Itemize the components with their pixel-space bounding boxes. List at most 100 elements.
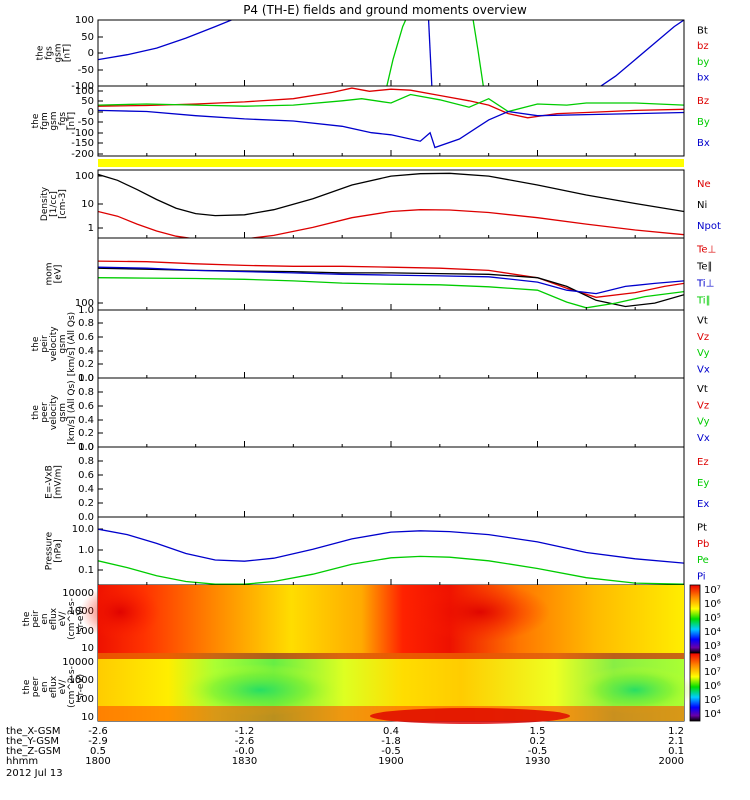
panel-6-frame <box>97 377 685 448</box>
panel-3: Density [1/cc] [cm-3] 100 10 1 Ne Ni Npot <box>40 169 721 239</box>
legend-entry-Vz: Vz <box>697 332 709 343</box>
ephemeris-value: -0.5 <box>528 746 548 757</box>
panel-5-ylabel-line: velocity <box>49 326 59 362</box>
panel-10-ytick-label: 1000 <box>69 675 94 686</box>
colorbar-1-label: 10³ <box>704 641 721 652</box>
series-Te∥-line <box>98 267 684 308</box>
panel-10-ylabel-line: peer <box>31 676 41 697</box>
legend-entry-Vx: Vx <box>697 433 710 444</box>
series-Ti⊥-line <box>98 266 684 295</box>
legend-entry-bx: bx <box>697 73 709 84</box>
panel-5-ylabel-line: gsm <box>58 334 68 353</box>
panel-6-ytick-label: 0.8 <box>78 387 94 398</box>
panel-6-ylabel-line: the <box>31 405 41 420</box>
panel-2-ytick-label: 0 <box>88 107 94 118</box>
legend-entry-Bt: Bt <box>697 25 708 36</box>
legend-entry-Vt: Vt <box>697 384 708 395</box>
colorbar-1-label: 10⁴ <box>704 627 721 638</box>
legend-entry-Bx: Bx <box>697 138 710 149</box>
panel-5-ytick-label: 0.0 <box>78 373 94 384</box>
series-Ti∥-line <box>98 277 684 309</box>
panel-2-ytick-label: -100 <box>71 128 94 139</box>
panel-5-ylabel-line: the <box>31 336 41 351</box>
panel-6-ytick-label: 1.0 <box>78 373 94 384</box>
panel-3-ylabel-line: [cm-3] <box>58 189 68 219</box>
ephemeris-value: 1930 <box>525 756 550 767</box>
panel-8-ylabel-line: Pressure <box>45 531 55 570</box>
panel-6-ylabel-line: gsm <box>58 403 68 422</box>
panel-4-frame <box>97 237 685 311</box>
ephemeris-value: 2.1 <box>668 736 684 747</box>
panel-4-series-group <box>98 260 684 309</box>
colorbar-1-label: 10⁵ <box>704 613 721 624</box>
colorbar-1: 10⁷ 10⁶ 10⁵ 10⁴ 10³ <box>689 584 721 654</box>
ephemeris-value: 1830 <box>232 756 257 767</box>
series-Bx-line <box>98 109 684 149</box>
panel-1-frame <box>97 19 685 87</box>
legend-entry-Vz: Vz <box>697 400 709 411</box>
legend-entry-By: By <box>697 117 710 128</box>
panel-8-ylabel-line: [nPa] <box>54 539 64 562</box>
legend-entry-bz: bz <box>697 41 709 52</box>
legend-entry-Ex: Ex <box>697 499 709 510</box>
panel-1-ylabel-line: the <box>36 45 46 60</box>
panel-2-ylabel-line: _fgs <box>58 112 68 131</box>
panel-9-ylabel-line: eflux <box>49 607 59 630</box>
colorbar-1-label: 10⁶ <box>704 599 721 610</box>
panel-5-ytick-label: 0.4 <box>78 346 94 357</box>
panel-1: the fgs gsm [nT] 100 50 0 -50 -100 Bt bz by bx <box>36 15 710 92</box>
panel-7-ytick-label: 0.8 <box>78 456 94 467</box>
legend-entry-Vx: Vx <box>697 364 710 375</box>
series-by-line <box>472 20 484 86</box>
ephemeris-label: the_X-GSM <box>6 726 60 737</box>
legend-entry-Vt: Vt <box>697 316 708 327</box>
ephemeris-label: the_Z-GSM <box>6 746 61 757</box>
panel-2-ytick-label: 100 <box>75 86 94 97</box>
panel-2-ytick-label: -200 <box>71 149 94 160</box>
colorbar-1-scale <box>689 584 701 654</box>
panel-2-ytick-label: -50 <box>78 117 94 128</box>
panel-10-ytick-label: 10 <box>81 712 94 723</box>
series-Ne-line <box>98 209 684 238</box>
panel-10-ytick-label: 10000 <box>62 657 94 668</box>
panel-6-ytick-label: 0.4 <box>78 415 94 426</box>
panel-5-ylabel-line: peir <box>40 335 50 353</box>
panel-8-ytick-label: 1.0 <box>78 545 94 556</box>
panel-4-ylabel-line: mom <box>45 262 55 285</box>
panel-6-ylabel-line: [km/s] (All Qs) <box>67 380 77 444</box>
panel-7-ylabel-line: E=-VxB <box>45 465 55 499</box>
panel-2-ylabel-line: gsm <box>49 111 59 130</box>
legend-entry-Ne: Ne <box>697 179 711 190</box>
legend-entry-Vy: Vy <box>697 348 710 359</box>
panel-1-ytick-label: 100 <box>75 15 94 26</box>
ephemeris-value: 1.5 <box>530 726 546 737</box>
panel-2-ytick-label: -150 <box>71 138 94 149</box>
colorbar-2-scale <box>689 652 701 722</box>
panel-1-ylabel-line: gsm <box>54 43 64 62</box>
legend-entry-Vy: Vy <box>697 417 710 428</box>
panel-9-ylabel-line: sr-eV) <box>76 606 86 632</box>
panel-10-ylabel-line: the <box>22 679 32 694</box>
panel-10-ylabel-line: (cm^2-s- <box>67 666 77 708</box>
ephemeris-value: -0.0 <box>235 746 255 757</box>
colorbar-2-label: 10⁸ <box>704 653 721 664</box>
panel-3-frame <box>97 169 685 239</box>
colorbar-2-label: 10⁴ <box>704 709 721 720</box>
panel-2-series-group <box>98 87 684 149</box>
legend-entry-Te⊥: Te⊥ <box>696 244 716 255</box>
legend-entry-Ti⊥: Ti⊥ <box>696 279 714 290</box>
panel-2-ylabel-line: fgm <box>40 112 50 130</box>
series-Pe-line <box>98 555 684 585</box>
ephemeris-value: -1.2 <box>235 726 255 737</box>
legend-entry-Pi: Pi <box>697 571 706 582</box>
colorbar-2-label: 10⁷ <box>704 667 721 678</box>
panel-9-ylabel-line: (cm^2-s- <box>67 598 77 640</box>
legend-entry-Pe: Pe <box>697 555 709 566</box>
panel-6-ytick-label: 0.0 <box>78 442 94 453</box>
panel-9-ytick-label: 100 <box>75 626 94 637</box>
panel-8-ytick-label: 10.0 <box>72 524 94 535</box>
legend-entry-Ti∥: Ti∥ <box>696 296 711 307</box>
panel-9-ylabel-line: eV/ <box>58 611 68 627</box>
